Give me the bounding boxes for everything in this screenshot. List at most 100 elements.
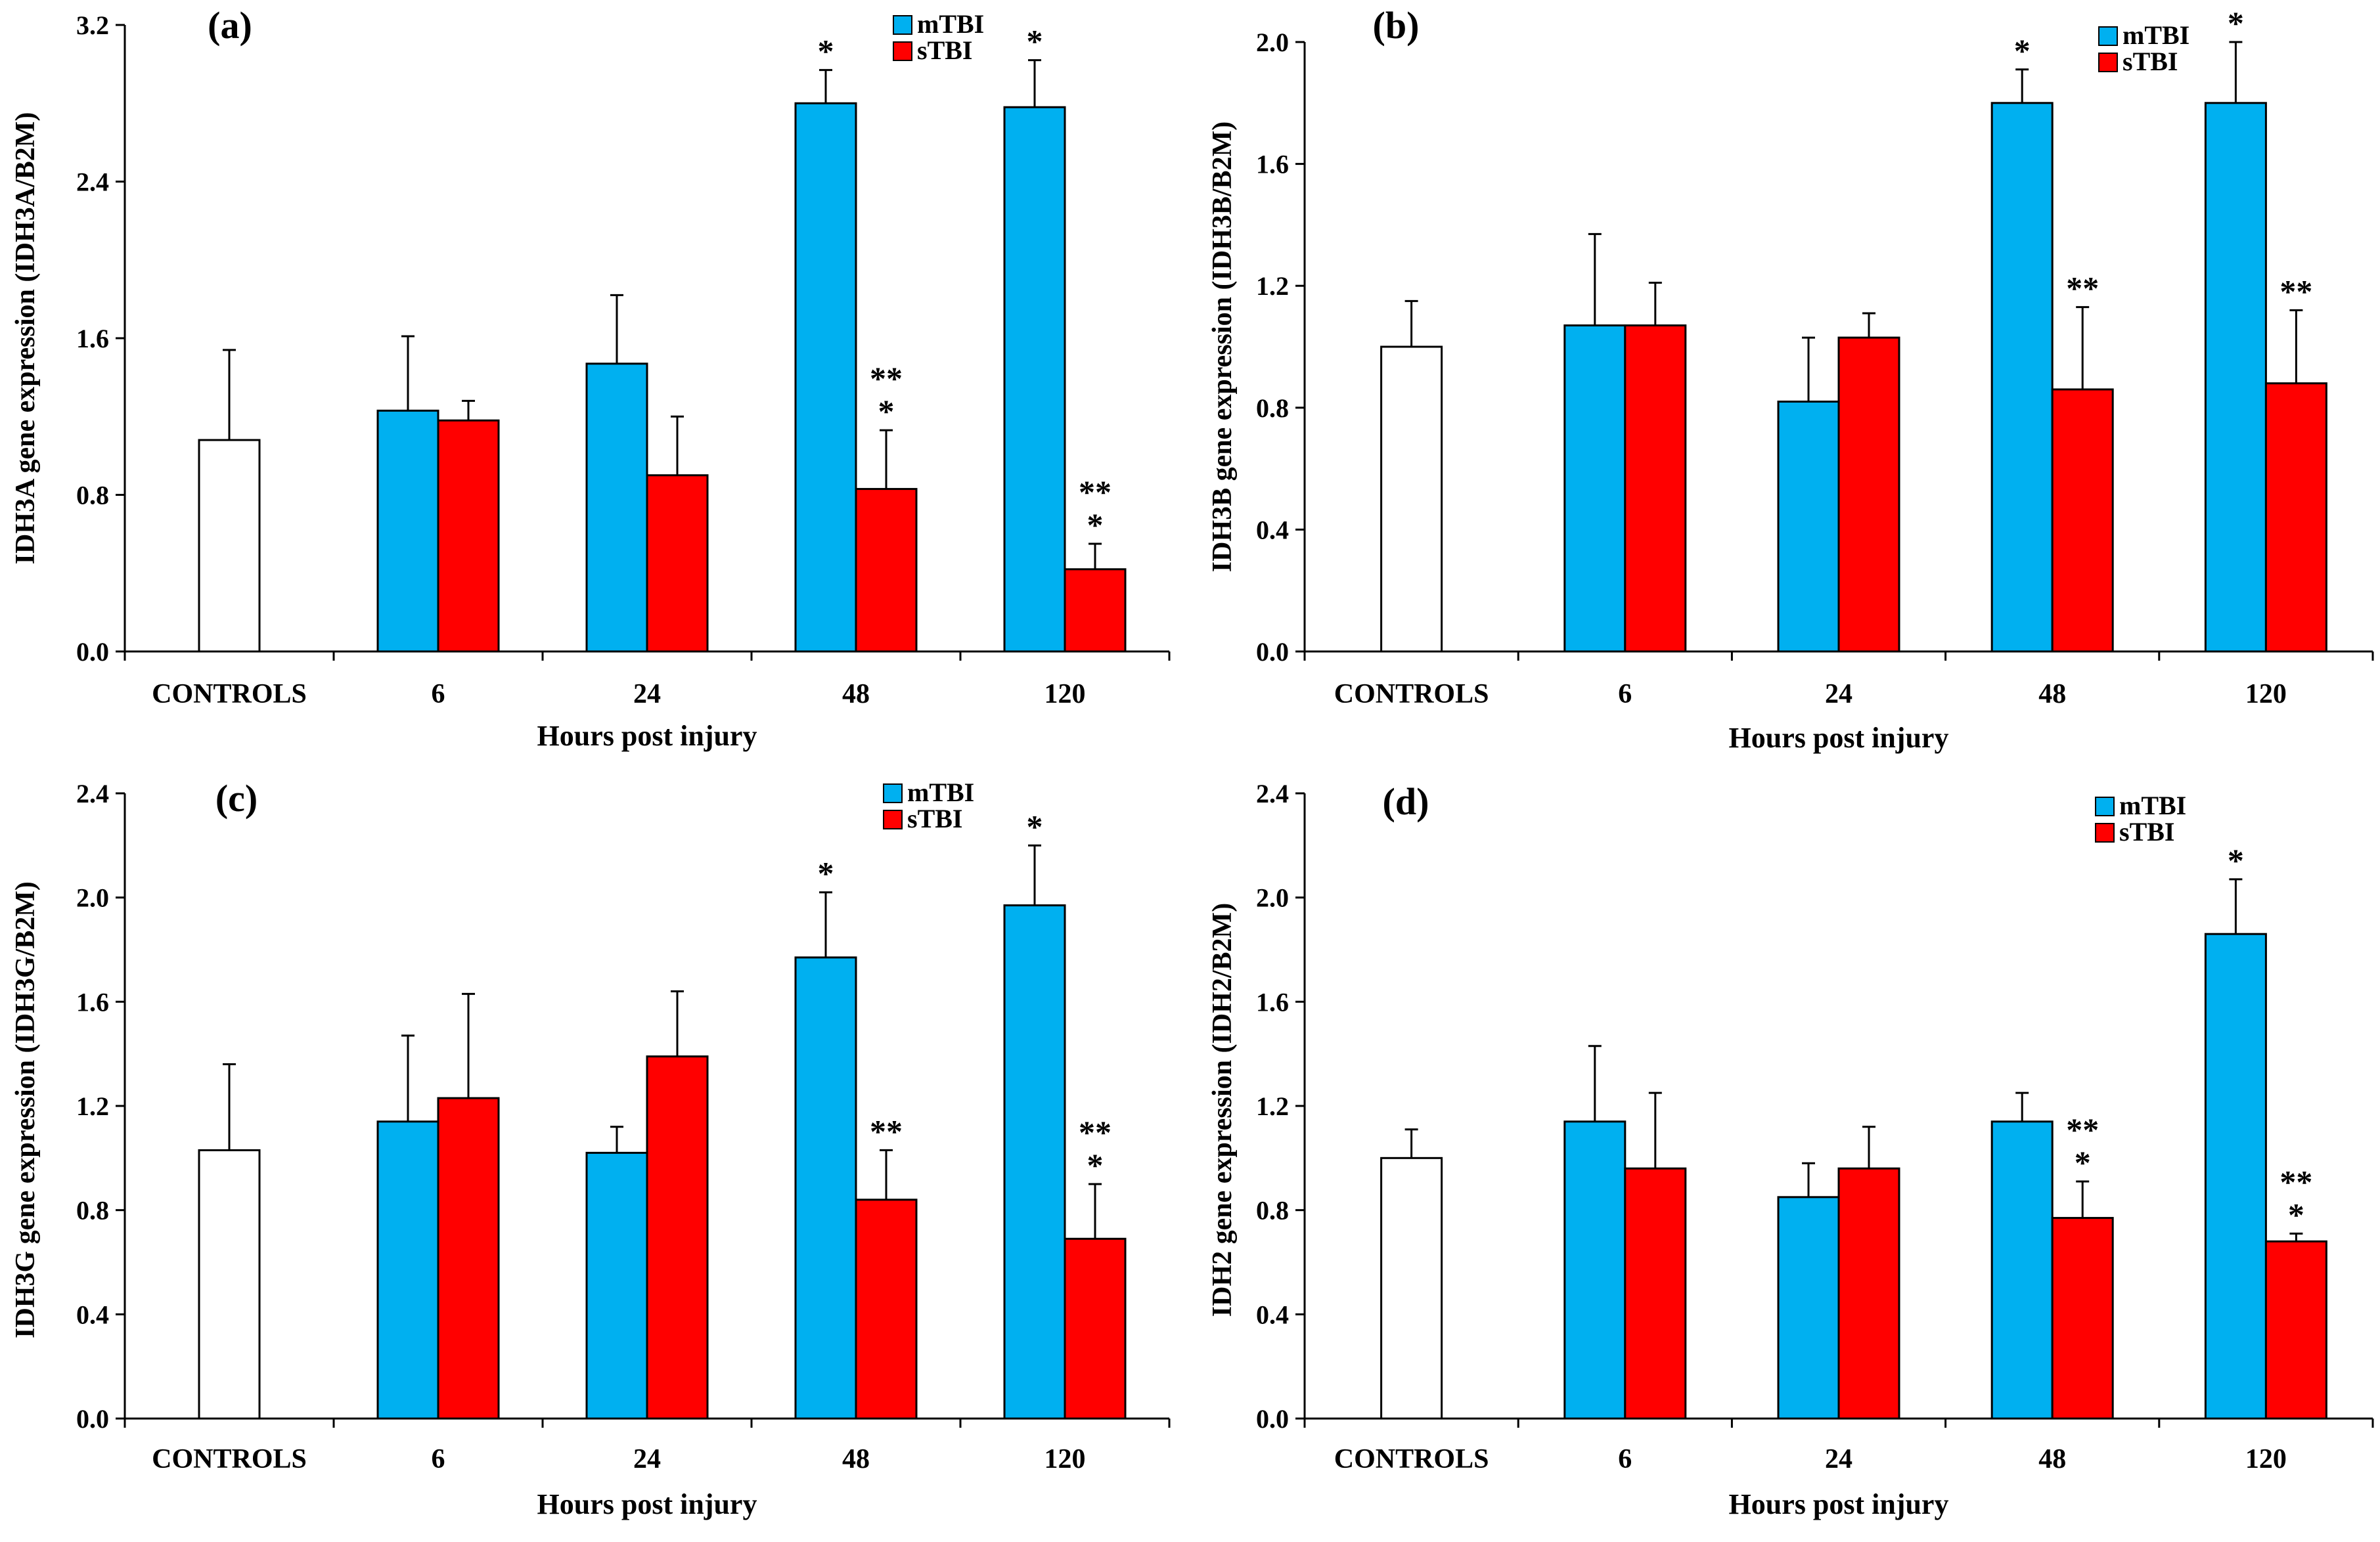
y-tick-label: 1.6 bbox=[76, 987, 109, 1017]
significance-marker: ** bbox=[2066, 270, 2099, 307]
x-tick-label: CONTROLS bbox=[1334, 679, 1489, 709]
y-tick-label: 2.4 bbox=[76, 167, 109, 197]
x-axis-title: Hours post injury bbox=[537, 720, 757, 752]
bar-mtbi-48 bbox=[794, 102, 857, 653]
legend-swatch-mtbi bbox=[883, 783, 903, 803]
bar-stbi-24 bbox=[646, 474, 709, 653]
significance-marker: * bbox=[2228, 5, 2244, 41]
panel-label: (b) bbox=[1373, 4, 1420, 47]
x-tick-label: 24 bbox=[1825, 679, 1852, 709]
legend-label-stbi: sTBI bbox=[2122, 47, 2178, 76]
y-tick-label: 2.0 bbox=[1256, 883, 1289, 913]
bar-mtbi-24 bbox=[585, 363, 648, 653]
significance-marker: * bbox=[1027, 23, 1043, 60]
y-axis-title: IDH2 gene expression (IDH2/B2M) bbox=[1207, 903, 1238, 1317]
x-tick-label: 120 bbox=[1044, 1444, 1086, 1474]
bar-mtbi-48 bbox=[1990, 1120, 2054, 1420]
y-tick-label: 0.4 bbox=[76, 1300, 109, 1329]
significance-marker: ** bbox=[2066, 1111, 2099, 1148]
bar-controls bbox=[198, 439, 261, 653]
x-tick-label: CONTROLS bbox=[1334, 1444, 1489, 1474]
bar-mtbi-48 bbox=[794, 956, 857, 1420]
significance-marker: * bbox=[1027, 808, 1043, 845]
bar-stbi-6 bbox=[437, 1097, 500, 1420]
bar-controls bbox=[1380, 345, 1443, 653]
bar-mtbi-24 bbox=[1777, 1196, 1840, 1420]
significance-marker: * bbox=[2228, 842, 2244, 879]
legend-swatch-stbi bbox=[2098, 53, 2118, 72]
x-axis-title: Hours post injury bbox=[1729, 1488, 1949, 1520]
legend-swatch-stbi bbox=[893, 41, 912, 61]
bar-stbi-120 bbox=[1064, 568, 1127, 653]
significance-marker: * bbox=[878, 393, 895, 430]
bar-stbi-48 bbox=[855, 488, 918, 653]
y-tick-label: 1.6 bbox=[1256, 150, 1289, 179]
y-tick-label: 0.0 bbox=[76, 637, 109, 667]
bar-mtbi-6 bbox=[376, 1120, 439, 1420]
legend-swatch-mtbi bbox=[2098, 26, 2118, 46]
legend-label-mtbi: mTBI bbox=[907, 778, 974, 807]
y-tick-label: 0.0 bbox=[76, 1404, 109, 1434]
bar-mtbi-120 bbox=[1003, 904, 1066, 1420]
legend-label-mtbi: mTBI bbox=[917, 9, 984, 39]
y-tick-label: 0.0 bbox=[1256, 637, 1289, 667]
y-tick-label: 1.2 bbox=[1256, 1091, 1289, 1121]
bar-stbi-120 bbox=[2264, 382, 2327, 653]
y-tick-label: 2.0 bbox=[76, 883, 109, 913]
bar-stbi-24 bbox=[1837, 1167, 1900, 1420]
legend-label-mtbi: mTBI bbox=[2119, 791, 2186, 820]
significance-marker: * bbox=[2075, 1144, 2091, 1181]
bar-mtbi-24 bbox=[585, 1151, 648, 1420]
significance-marker: ** bbox=[870, 1112, 903, 1149]
bar-mtbi-6 bbox=[1563, 1120, 1627, 1420]
bar-mtbi-6 bbox=[376, 409, 439, 653]
chart-panel-d: 0.0 0.4 0.8 1.2 1.6 2.0 2.4 CONTROLS 6 24 48 120 Hou… bbox=[1207, 779, 2374, 1520]
y-tick-label: 0.4 bbox=[1256, 515, 1289, 544]
bar-mtbi-24 bbox=[1777, 401, 1840, 653]
bar-stbi-24 bbox=[1837, 336, 1900, 653]
y-tick-label: 3.2 bbox=[76, 11, 109, 40]
significance-marker: ** bbox=[870, 360, 903, 397]
y-tick-label: 1.2 bbox=[1256, 271, 1289, 301]
legend-label-stbi: sTBI bbox=[2119, 817, 2175, 847]
panel-label: (a) bbox=[208, 4, 252, 47]
x-tick-label: CONTROLS bbox=[152, 1444, 307, 1474]
bar-stbi-6 bbox=[437, 419, 500, 653]
significance-marker: * bbox=[2288, 1196, 2304, 1233]
panel-label: (d) bbox=[1383, 780, 1429, 823]
legend-swatch-mtbi bbox=[2095, 797, 2115, 816]
y-tick-label: 0.4 bbox=[1256, 1300, 1289, 1329]
bar-controls bbox=[198, 1149, 261, 1420]
y-axis-title: IDH3A gene expression (IDH3A/B2M) bbox=[11, 112, 41, 565]
bar-stbi-120 bbox=[1064, 1237, 1127, 1420]
x-tick-label: 6 bbox=[1618, 1444, 1632, 1474]
bar-stbi-6 bbox=[1624, 324, 1687, 653]
significance-marker: ** bbox=[2279, 273, 2312, 309]
x-tick-label: 24 bbox=[633, 1444, 661, 1474]
bar-mtbi-120 bbox=[2204, 102, 2267, 653]
chart-panel-c: 0.0 0.4 0.8 1.2 1.6 2.0 2.4 CONTROLS 6 24 48 120 Hou… bbox=[11, 777, 1171, 1520]
bar-stbi-120 bbox=[2264, 1240, 2327, 1420]
significance-marker: * bbox=[1087, 506, 1104, 543]
y-tick-label: 1.6 bbox=[1256, 987, 1289, 1017]
legend-label-stbi: sTBI bbox=[907, 804, 963, 833]
bar-stbi-48 bbox=[855, 1199, 918, 1420]
significance-marker: * bbox=[1087, 1147, 1104, 1183]
x-tick-label: 120 bbox=[2245, 1444, 2287, 1474]
x-axis-title: Hours post injury bbox=[537, 1488, 757, 1520]
x-tick-label: 48 bbox=[842, 679, 870, 709]
x-tick-label: 48 bbox=[2038, 679, 2066, 709]
y-tick-label: 2.0 bbox=[1256, 28, 1289, 57]
y-tick-label: 0.8 bbox=[1256, 1196, 1289, 1225]
significance-marker: * bbox=[818, 33, 834, 70]
x-tick-label: 24 bbox=[1825, 1444, 1852, 1474]
panel-label: (c) bbox=[215, 777, 258, 820]
legend-swatch-stbi bbox=[2095, 823, 2115, 843]
chart-panel-b: 0.0 0.4 0.8 1.2 1.6 2.0 CONTROLS 6 24 48 120 Hours … bbox=[1207, 4, 2374, 754]
bar-controls bbox=[1380, 1156, 1443, 1420]
x-axis-title: Hours post injury bbox=[1729, 722, 1949, 754]
bar-mtbi-48 bbox=[1990, 102, 2054, 653]
bar-stbi-48 bbox=[2051, 388, 2114, 653]
x-tick-label: 24 bbox=[633, 679, 661, 709]
legend-label-mtbi: mTBI bbox=[2122, 20, 2189, 50]
